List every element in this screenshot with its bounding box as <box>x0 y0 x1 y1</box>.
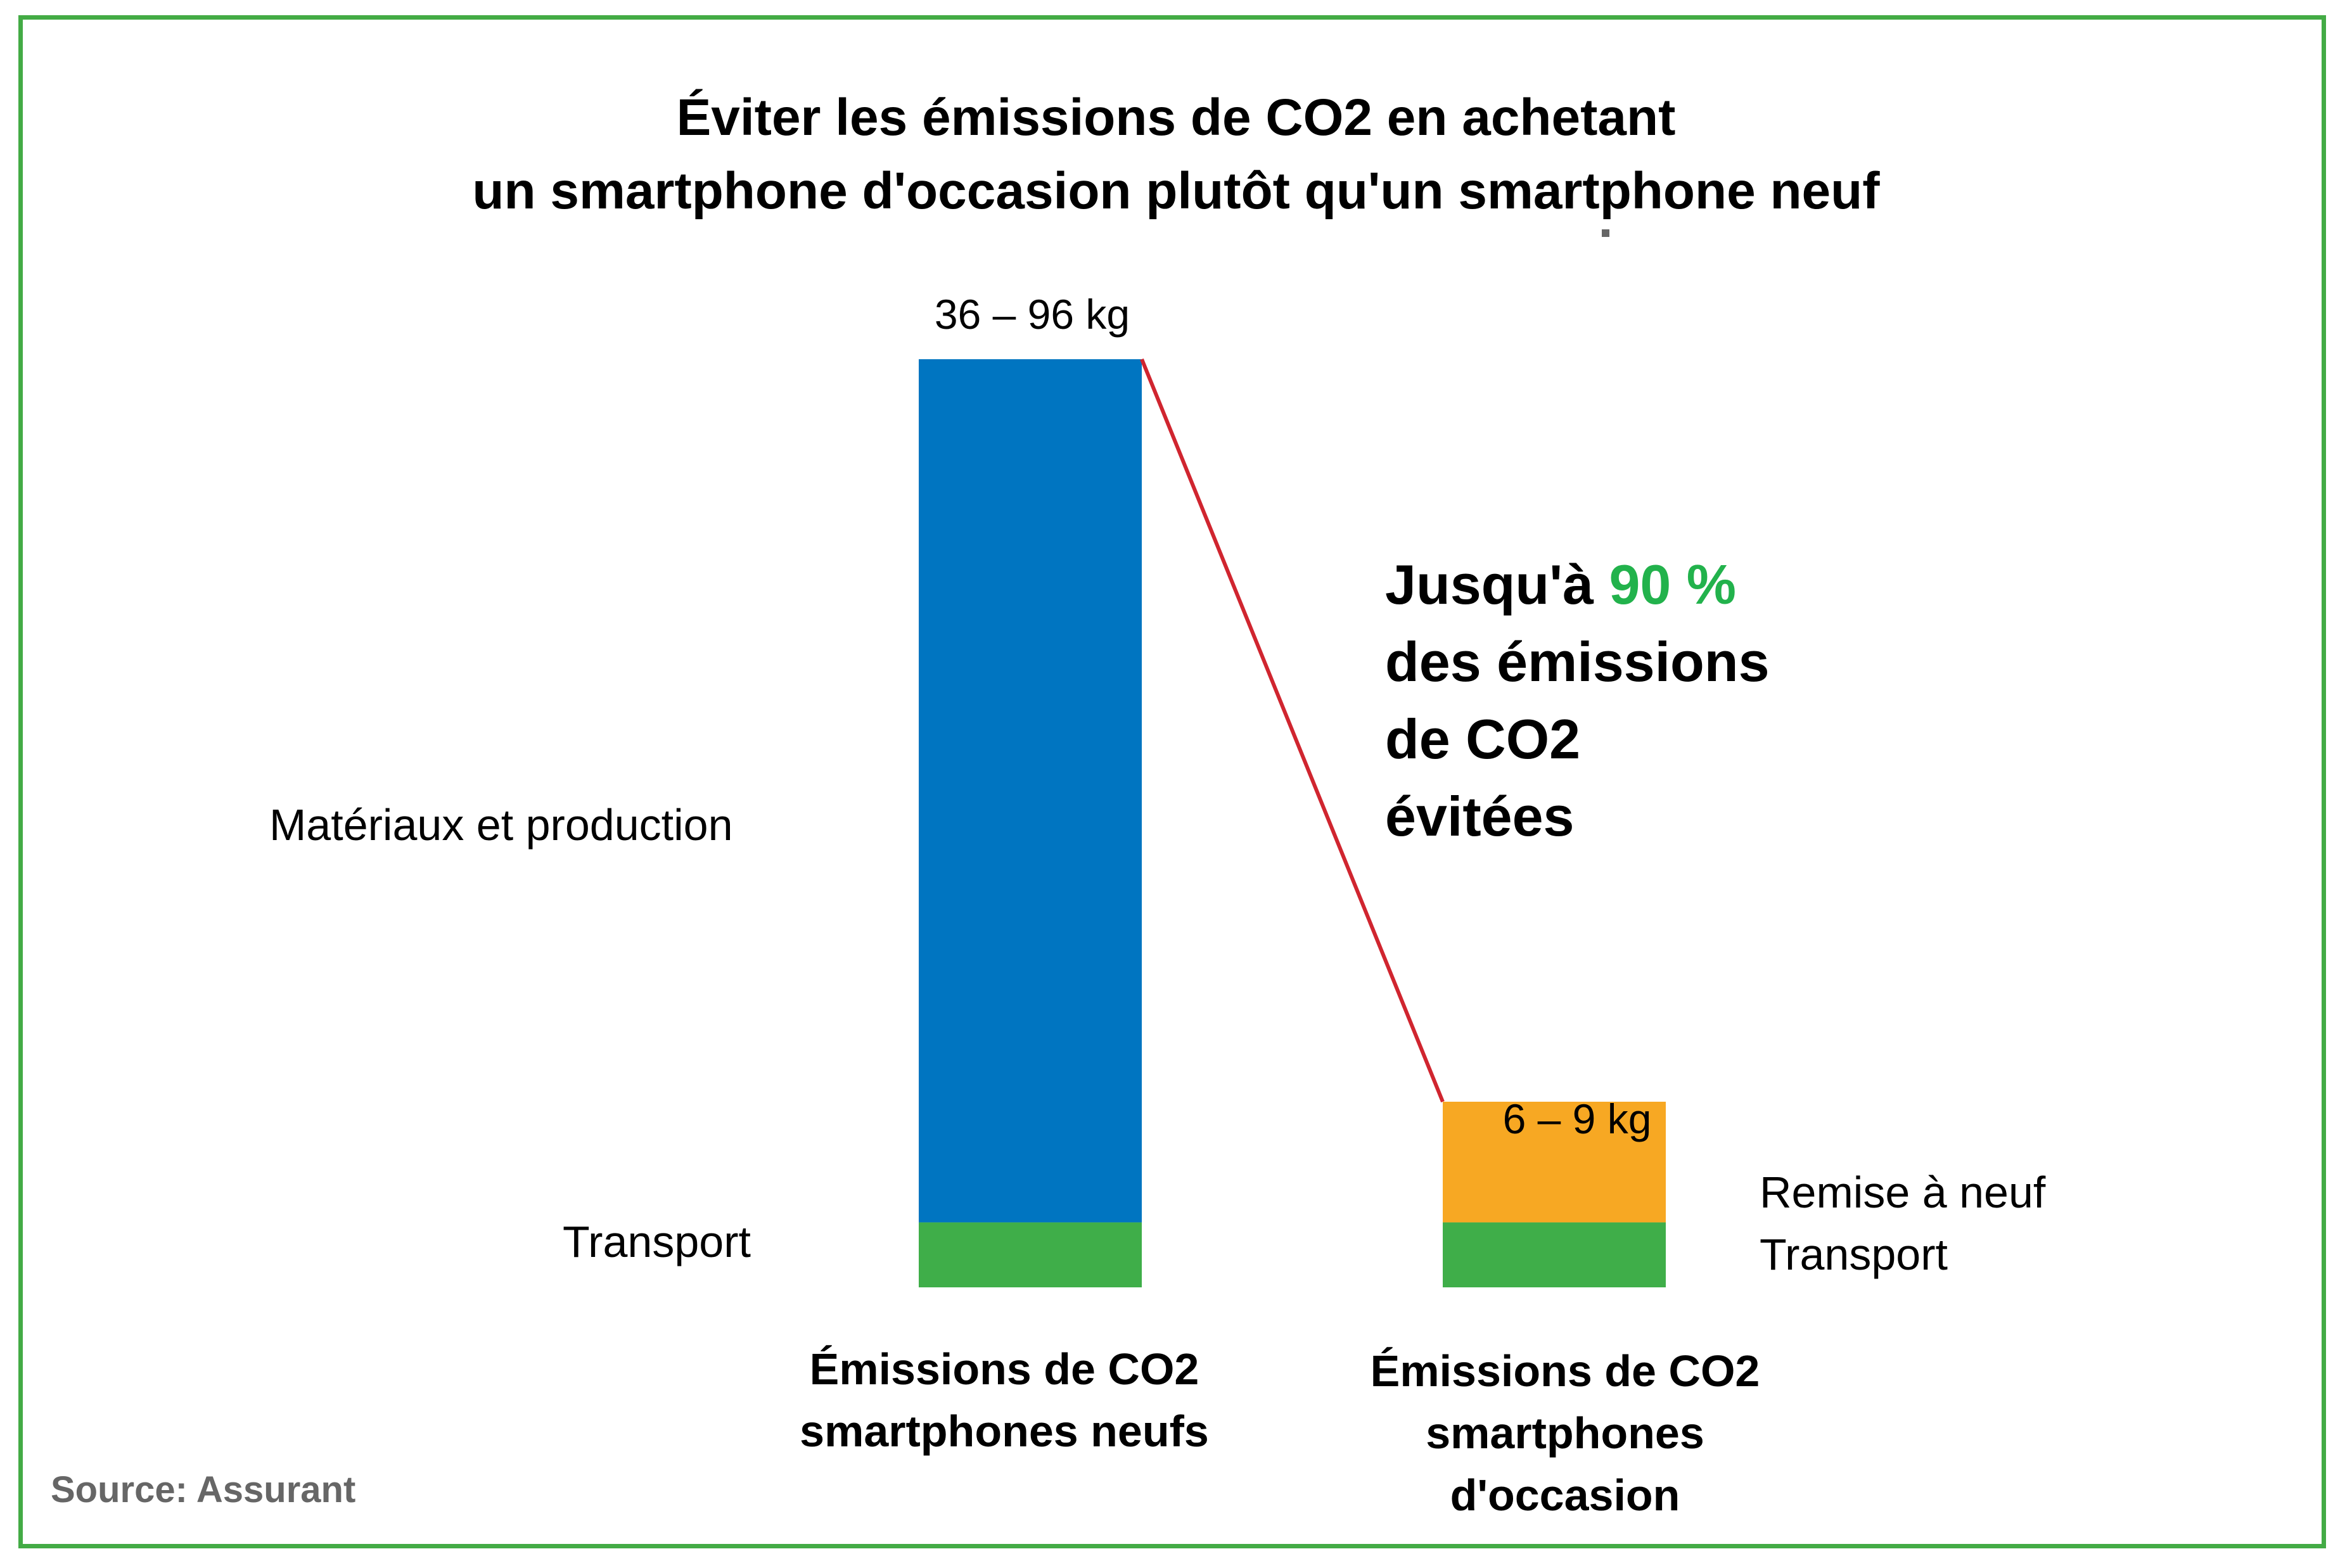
chart-title: Éviter les émissions de CO2 en achetant … <box>0 81 2352 228</box>
category-label-new-line-2: smartphones neufs <box>800 1406 1209 1456</box>
category-label-used-line-3: d'occasion <box>1450 1470 1680 1520</box>
bar-segment-1-0 <box>1443 1222 1666 1287</box>
category-label-used: Émissions de CO2 smartphones d'occasion <box>1312 1340 1818 1526</box>
source-note: Source: Assurant <box>51 1469 356 1510</box>
bar-segment-1-2 <box>1443 1102 1666 1223</box>
title-line-1: Éviter les émissions de CO2 en achetant <box>676 89 1676 146</box>
bar-segment-0-0 <box>919 1222 1142 1287</box>
segment-label-materials: Matériaux et production <box>269 800 733 850</box>
category-label-used-line-2: smartphones <box>1426 1408 1704 1458</box>
bar-total-label-new: 36 – 96 kg <box>934 291 1130 338</box>
callout-line-4: évitées <box>1385 785 1575 848</box>
callout-line-3: de CO2 <box>1385 708 1581 770</box>
bar-total-label-used: 6 – 9 kg <box>1502 1095 1652 1142</box>
category-label-new: Émissions de CO2 smartphones neufs <box>751 1338 1258 1462</box>
callout-line-2: des émissions <box>1385 630 1770 693</box>
segment-label-transport-right: Transport <box>1760 1230 1948 1279</box>
callout-highlight: 90 % <box>1609 553 1737 616</box>
title-line-2: un smartphone d'occasion plutôt qu'un sm… <box>472 162 1880 220</box>
callout-line-1: Jusqu'à 90 % <box>1385 546 1770 623</box>
segment-label-transport-left: Transport <box>563 1217 751 1266</box>
savings-callout: Jusqu'à 90 % des émissions de CO2 évitée… <box>1385 546 1770 855</box>
chart-frame <box>18 15 2326 1548</box>
title-dot <box>1602 229 1609 237</box>
bars-group <box>919 359 1666 1287</box>
reduction-connector-line <box>1140 358 1445 1103</box>
bar-segment-0-1 <box>919 359 1142 1223</box>
category-label-new-line-1: Émissions de CO2 <box>809 1344 1199 1394</box>
segment-label-refurbish: Remise à neuf <box>1760 1168 2046 1217</box>
callout-prefix: Jusqu'à <box>1385 553 1609 616</box>
category-label-used-line-1: Émissions de CO2 <box>1370 1346 1760 1396</box>
